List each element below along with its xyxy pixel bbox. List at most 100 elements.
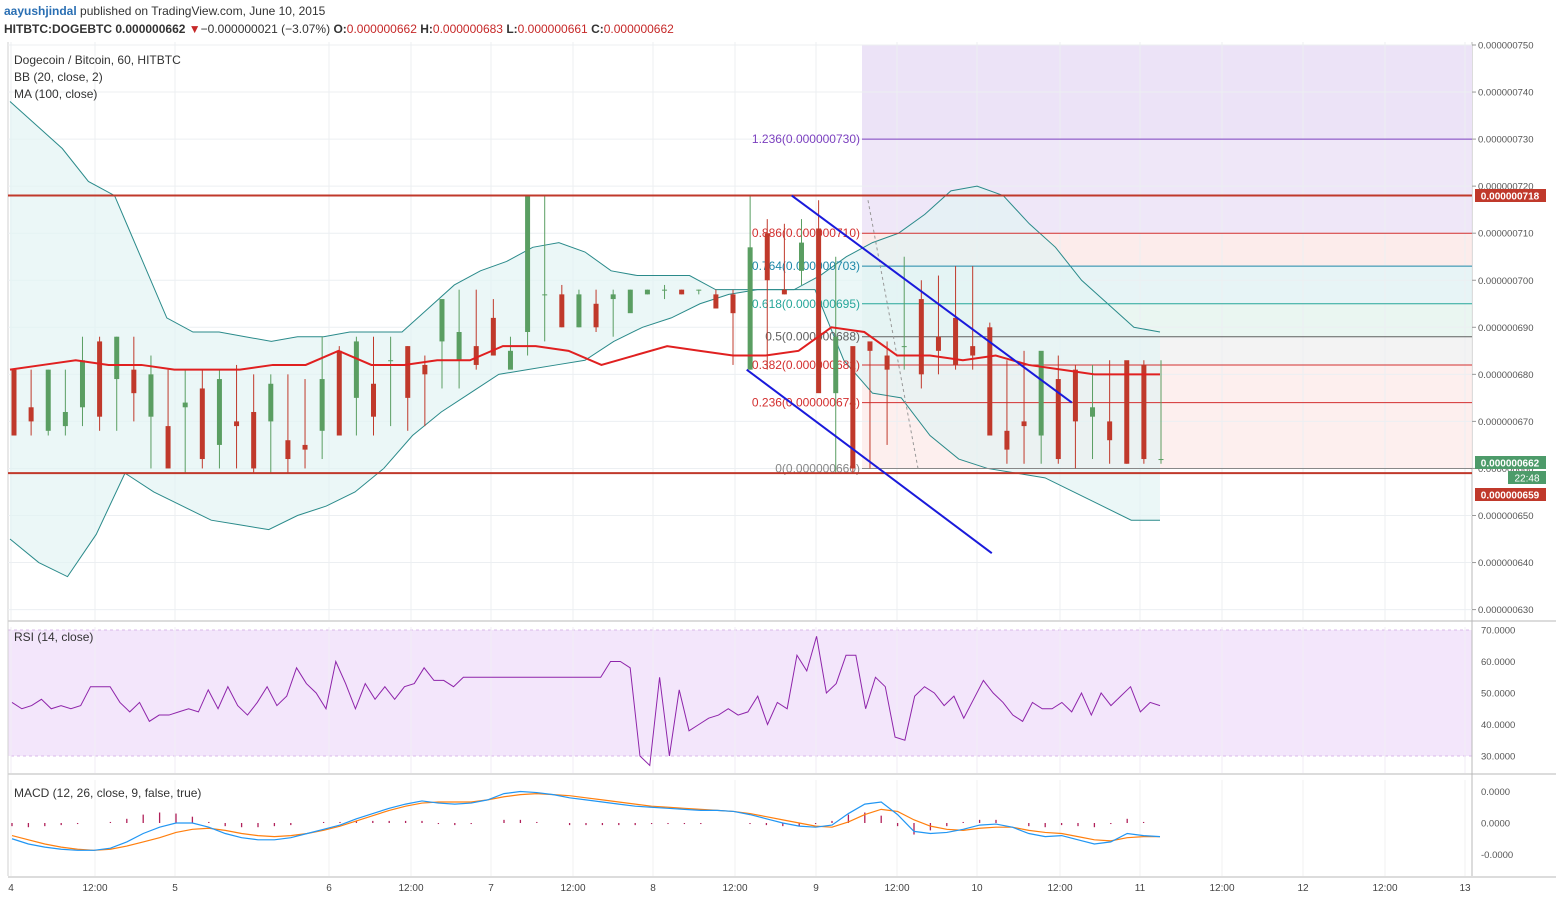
candle-body	[576, 294, 582, 328]
candle-body	[1090, 407, 1096, 417]
x-tick-label: 7	[488, 883, 494, 894]
candle-body	[79, 360, 85, 408]
candle-body	[627, 289, 633, 314]
last-price-badge: 0.000000662	[1481, 459, 1540, 470]
price-change: −0.000000021 (−3.07%)	[200, 22, 331, 36]
candle-body	[473, 346, 479, 365]
candle-body	[1107, 421, 1113, 441]
drawing-tools[interactable]	[8, 194, 1472, 554]
candle-body	[781, 289, 787, 295]
candle-body	[1141, 364, 1147, 460]
price-badges: 0.000000718 0.000000662 22:48 0.00000065…	[1475, 189, 1546, 502]
fib-level-label: 0.764(0.000000703)	[752, 259, 860, 273]
fib-level-label: 0.886(0.000000710)	[752, 226, 860, 240]
x-tick-label: 6	[326, 883, 332, 894]
y-tick-label: 0.000000720	[1478, 182, 1533, 193]
candle-body	[1124, 360, 1130, 464]
bb-fill	[10, 101, 1160, 577]
rsi-tick-label: 40.0000	[1481, 720, 1515, 731]
support-badge: 0.000000659	[1481, 491, 1540, 502]
candle-body	[798, 242, 804, 271]
y-tick-label: 0.000000730	[1478, 135, 1533, 146]
candle-body	[422, 364, 428, 375]
candle-body	[713, 294, 719, 309]
candle-body	[285, 440, 291, 460]
bb-legend: BB (20, close, 2)	[14, 70, 103, 84]
macd-pane	[11, 790, 1161, 851]
candle-body	[165, 426, 171, 469]
rsi-tick-label: 30.0000	[1481, 752, 1515, 763]
bb-upper	[9, 101, 1161, 342]
candle-body	[456, 332, 462, 361]
rsi-pane	[11, 636, 1161, 767]
x-tick-label: 12:00	[884, 883, 909, 894]
y-tick-label: 0.000000660	[1478, 464, 1533, 475]
x-tick-label: 12:00	[560, 883, 585, 894]
candle-body	[182, 402, 188, 408]
resistance-badge: 0.000000718	[1481, 192, 1540, 203]
rsi-line	[11, 636, 1161, 767]
x-tick-label: 12	[1297, 883, 1309, 894]
low-label: L:	[506, 22, 518, 36]
author-link[interactable]: aayushjindal	[4, 4, 77, 18]
fib-level-label: 0.618(0.000000695)	[752, 297, 860, 311]
candle-body	[388, 360, 394, 362]
candle-body	[816, 228, 822, 394]
candle-body	[1004, 430, 1010, 450]
y-tick-label: 0.000000670	[1478, 417, 1533, 428]
candle-body	[131, 369, 137, 394]
candle-body	[114, 336, 120, 380]
candle-body	[234, 421, 240, 427]
candle-body	[11, 369, 17, 436]
candle-body	[935, 336, 941, 351]
macd-pane-title: MACD (12, 26, close, 9, false, true)	[14, 786, 201, 800]
rsi-tick-label: 60.0000	[1481, 657, 1515, 668]
x-tick-label: 13	[1459, 883, 1471, 894]
fib-level-label: 0(0.000000660)	[775, 461, 860, 475]
macd-signal-line	[11, 792, 1160, 851]
channel-lower-line	[746, 368, 993, 554]
macd-tick-label: -0.0000	[1481, 850, 1513, 861]
candle-body	[764, 233, 770, 281]
candle-body	[199, 388, 205, 460]
axes: 0.0000007500.0000007400.0000007300.00000…	[8, 41, 1533, 895]
candle-body	[1072, 369, 1078, 422]
candle-body	[747, 247, 753, 370]
candle-body	[251, 411, 257, 469]
moving-average	[9, 326, 1160, 376]
x-tick-label: 12:00	[722, 883, 747, 894]
candle-body	[901, 346, 907, 348]
chart-header: aayushjindal published on TradingView.co…	[0, 0, 1556, 40]
symbol-name: HITBTC:DOGEBTC	[4, 22, 112, 36]
fibonacci-retracement[interactable]: 1.236(0.000000730) 0.886(0.000000710) 0.76…	[752, 132, 1472, 475]
candle-body	[28, 407, 34, 422]
rsi-pane-title: RSI (14, close)	[14, 630, 93, 644]
candle-body	[987, 327, 993, 436]
candle-body	[1038, 350, 1044, 436]
candle-body	[953, 317, 959, 365]
macd-tick-label: 0.0000	[1481, 787, 1510, 798]
candle-body	[525, 195, 531, 333]
close-value: 0.000000662	[603, 22, 674, 36]
candle-body	[593, 303, 599, 328]
candle-body	[268, 383, 274, 422]
candle-body	[644, 289, 650, 295]
candle-body	[850, 346, 856, 469]
x-tick-label: 8	[650, 883, 656, 894]
candle-body	[97, 341, 103, 417]
macd-line	[11, 790, 1161, 851]
high-label: H:	[420, 22, 433, 36]
candle-body	[833, 336, 839, 394]
x-tick-label: 4	[8, 883, 14, 894]
candle-body	[405, 346, 411, 398]
candle-body	[319, 379, 325, 431]
x-tick-label: 11	[1135, 883, 1146, 894]
fib-level-label: 0.236(0.000000674)	[752, 396, 860, 410]
candle-body	[559, 294, 565, 328]
bollinger-bands	[9, 101, 1161, 578]
x-tick-label: 9	[813, 883, 819, 894]
open-value: 0.000000662	[346, 22, 417, 36]
y-tick-label: 0.000000740	[1478, 88, 1533, 99]
channel-upper-line	[791, 194, 1073, 404]
